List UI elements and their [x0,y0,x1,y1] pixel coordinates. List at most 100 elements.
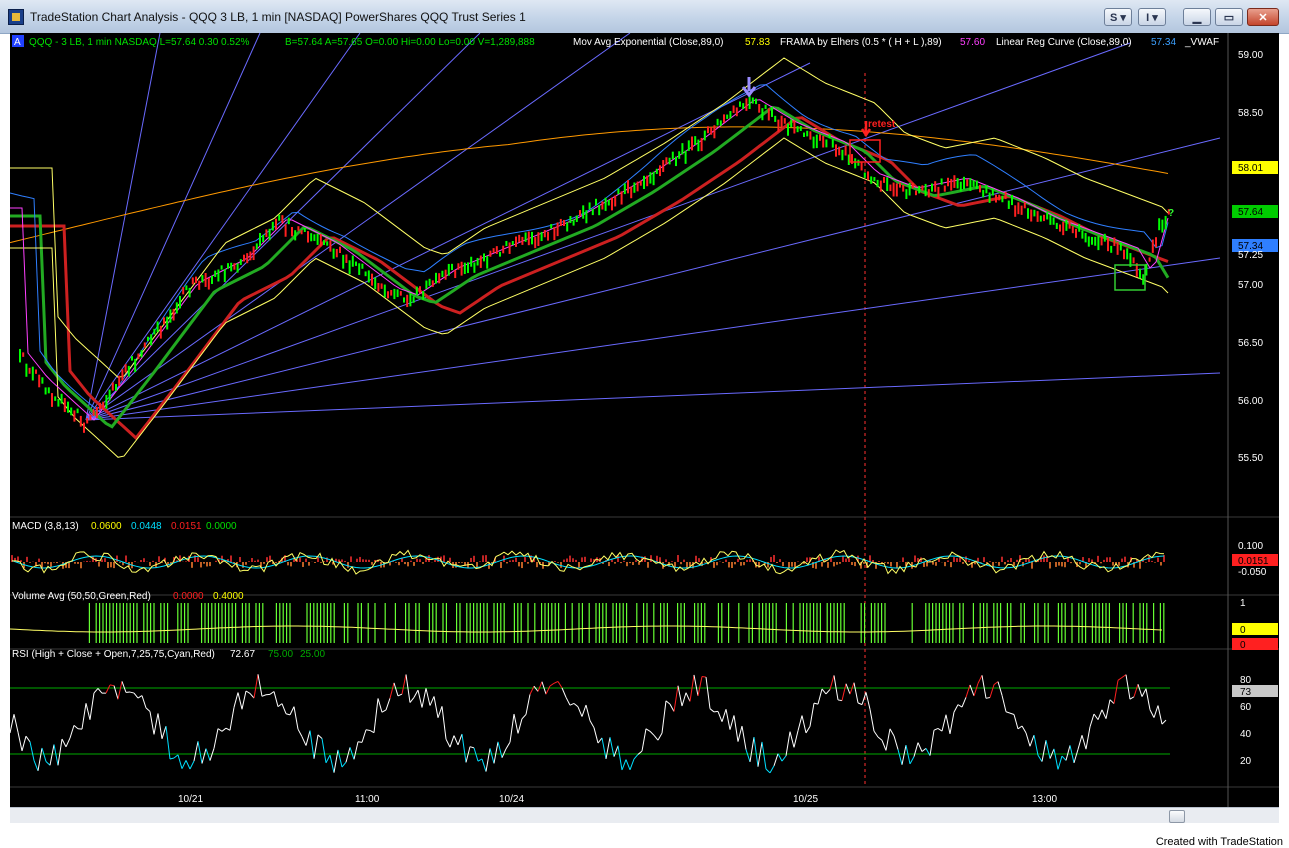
rsi-segment [1161,719,1167,725]
rsi-value-3: 25.00 [300,649,325,660]
fan-line [85,33,481,421]
rsi-segment [361,729,367,743]
rsi-segment [957,704,963,708]
macd-value-4: 0.0000 [206,521,237,532]
volume-value-1: 0.0000 [173,591,204,602]
rsi-segment [457,733,463,746]
rsi-segment [877,736,883,741]
gann-fan [85,33,1221,421]
volume-plot [10,603,1165,643]
rsi-segment [885,728,891,751]
blue-curve [10,84,1169,413]
rsi-segment [825,689,831,695]
rsi-segment [109,684,115,687]
fan-line [85,42,1131,421]
rsi-segment [693,674,699,697]
rsi-segment [309,730,315,759]
rsi-segment [253,674,259,699]
created-with-label: Created with TradeStation [1155,836,1283,848]
rsi-segment [1137,684,1143,697]
chart-area[interactable]: retest ? A QQQ - 3 LB, 1 min NASDAQ L=57… [10,33,1279,823]
maximize-button[interactable]: ▭ [1215,8,1243,26]
rsi-segment [609,737,615,757]
rsi-segment [137,695,143,699]
macd-tick: -0.050 [1238,567,1267,578]
price-flag-lrc [1232,239,1278,252]
rsi-segment [521,714,527,720]
fan-line [85,372,1221,421]
rsi-segment [425,688,431,706]
rsi-segment [437,706,443,718]
scroll-thumb[interactable] [1169,810,1185,823]
rsi-segment [829,675,835,690]
rsi-segment [301,736,307,746]
rsi-segment [105,684,111,694]
minimize-button[interactable]: ▁ [1183,8,1211,26]
rsi-segment [541,681,547,695]
rsi-segment [37,747,43,771]
rsi-segment [1053,748,1059,770]
retest-arrow-icon [860,121,872,138]
lrc-legend: Linear Reg Curve (Close,89,0) [996,37,1132,48]
rsi-segment [209,748,215,761]
rsi-segment [493,741,499,764]
rsi-segment [213,728,219,749]
rsi-segment [417,690,423,708]
rsi-segment [269,691,275,695]
rsi-segment [21,736,27,752]
rsi-segment [489,748,495,764]
rsi-segment [157,713,163,739]
rsi-segment [513,713,519,734]
rsi-segment [545,685,551,695]
rsi-segment [713,710,719,713]
rsi-segment [257,674,263,697]
rsi-segment [185,760,191,770]
rsi-segment [1145,688,1151,710]
rsi-segment [529,685,535,695]
rsi-segment [637,750,643,755]
rsi-segment [405,674,411,703]
rsi-segment [665,700,671,705]
horizontal-scrollbar[interactable] [10,807,1279,824]
rsi-segment [29,741,35,761]
rsi-segment [421,688,427,708]
rsi-segment [1141,688,1147,697]
i-menu-button[interactable]: I ▾ [1138,8,1166,26]
rsi-segment [725,709,731,730]
rsi-segment [753,737,759,767]
price-tick: 57.00 [1238,280,1263,291]
rsi-segment [1049,748,1055,759]
rsi-segment [293,706,299,730]
volume-tick: 0 [1240,625,1246,636]
rsi-segment [849,682,855,695]
rsi-segment [913,742,919,757]
frama-legend: FRAMA by Elhers (0.5 * ( H + L ),89) [780,37,942,48]
rsi-segment [837,699,843,702]
red-thick-curve [10,116,1169,441]
rsi-segment [845,683,851,695]
rsi-segment [1037,754,1043,762]
rsi-segment [73,725,79,730]
rsi-segment [793,730,799,748]
volume-avg-line [10,625,1163,633]
chart-canvas[interactable]: retest ? A QQQ - 3 LB, 1 min NASDAQ L=57… [10,33,1279,807]
rsi-segment [657,732,663,741]
rsi-segment [373,698,379,733]
s-menu-button[interactable]: S ▾ [1104,8,1132,26]
rsi-segment [917,742,923,752]
macd-value-2: 0.0448 [131,521,162,532]
rsi-plot [10,674,1167,774]
rsi-tick: 73 [1240,687,1252,698]
rsi-segment [169,757,175,760]
rsi-segment [941,714,947,732]
rsi-segment [649,730,655,736]
rsi-segment [909,756,915,765]
rsi-segment [1033,735,1039,756]
rsi-segment [1017,725,1023,730]
rsi-segment [501,748,507,758]
rsi-segment [813,702,819,705]
close-button[interactable]: ✕ [1247,8,1279,26]
rsi-segment [729,715,735,730]
rsi-segment [173,754,179,759]
title-bar[interactable]: TradeStation Chart Analysis - QQQ 3 LB, … [0,0,1289,34]
